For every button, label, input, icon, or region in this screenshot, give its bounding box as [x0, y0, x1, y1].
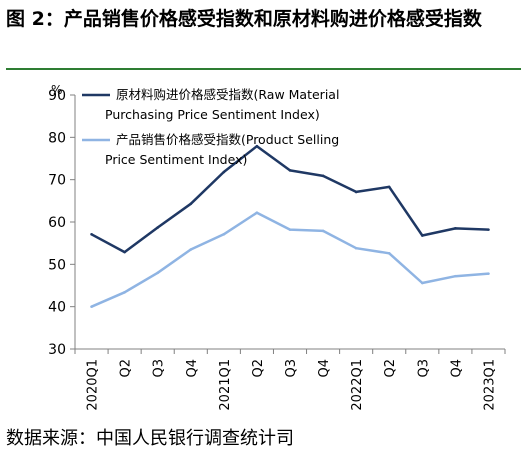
- y-tick-label: 30: [48, 342, 66, 358]
- x-tick-label: Q2: [119, 359, 134, 378]
- chart-legend: 原材料购进价格感受指数(Raw Material Purchasing Price…: [82, 87, 339, 167]
- series-line-2: [91, 211, 489, 308]
- x-tick-label: Q4: [317, 359, 332, 378]
- data-point: [222, 232, 226, 236]
- x-tick-label: Q3: [152, 359, 167, 378]
- data-point: [421, 281, 424, 285]
- data-point: [487, 272, 490, 275]
- data-point: [421, 234, 424, 237]
- legend-label-line1: 原材料购进价格感受指数(Raw Material: [116, 87, 339, 102]
- legend-label-line1: 产品销售价格感受指数(Product Selling: [116, 132, 339, 147]
- data-point: [354, 190, 358, 194]
- data-point: [454, 274, 457, 278]
- data-point: [189, 248, 193, 251]
- x-tick-label: 2023Q1: [482, 359, 497, 411]
- x-tick-label: Q2: [383, 359, 398, 378]
- data-point: [288, 228, 292, 231]
- x-axis-ticks: 2020Q1 Q2 Q3 Q4 2021Q1 Q2 Q3 Q4 2022Q1 Q2 Q3 Q4 2023…: [74, 349, 506, 411]
- legend-label-line2: Purchasing Price Sentiment Index): [105, 107, 320, 122]
- data-point: [90, 232, 93, 236]
- data-point: [321, 174, 325, 178]
- data-point: [222, 170, 226, 174]
- legend-label-line2: Price Sentiment Index): [105, 152, 247, 167]
- data-point: [123, 250, 126, 254]
- data-point: [156, 271, 159, 275]
- y-tick-label: 50: [48, 257, 66, 273]
- line-chart: 30 40 50 60 70 80 90% 2020Q1 Q2 Q3 Q4 2021Q1 Q2 Q3 Q4…: [48, 83, 506, 411]
- x-tick-label: 2022Q1: [350, 359, 365, 411]
- data-point: [123, 290, 126, 294]
- data-point: [387, 185, 391, 189]
- source-note: 数据来源：中国人民银行调查统计司: [6, 428, 294, 449]
- data-point: [255, 144, 259, 148]
- x-tick-label: Q4: [185, 359, 200, 378]
- x-tick-label: 2020Q1: [86, 359, 101, 411]
- y-tick-label: 40: [48, 300, 66, 316]
- data-point: [387, 252, 391, 255]
- y-axis-ticks: 30 40 50 60 70 80 90%: [48, 83, 75, 358]
- y-tick-label: 90: [48, 88, 66, 104]
- data-point: [156, 226, 159, 229]
- data-point: [288, 169, 292, 172]
- x-tick-label: 2021Q1: [218, 359, 233, 411]
- data-point: [487, 228, 490, 231]
- data-point: [454, 227, 457, 230]
- series-lines: [90, 144, 490, 308]
- x-tick-label: Q4: [449, 359, 464, 378]
- x-tick-label: Q3: [416, 359, 431, 378]
- y-unit-label: %: [51, 83, 62, 97]
- figure-title: 图 2：产品销售价格感受指数和原材料购进价格感受指数: [6, 8, 482, 30]
- x-tick-label: Q2: [251, 359, 266, 378]
- title-divider: [6, 68, 521, 70]
- data-point: [354, 246, 358, 250]
- y-tick-label: 60: [48, 215, 66, 231]
- x-tick-label: Q3: [284, 359, 299, 378]
- data-point: [90, 305, 93, 308]
- data-point: [189, 202, 193, 206]
- y-tick-label: 70: [48, 173, 66, 189]
- data-point: [321, 229, 325, 233]
- data-point: [255, 211, 259, 214]
- y-tick-label: 80: [48, 130, 66, 146]
